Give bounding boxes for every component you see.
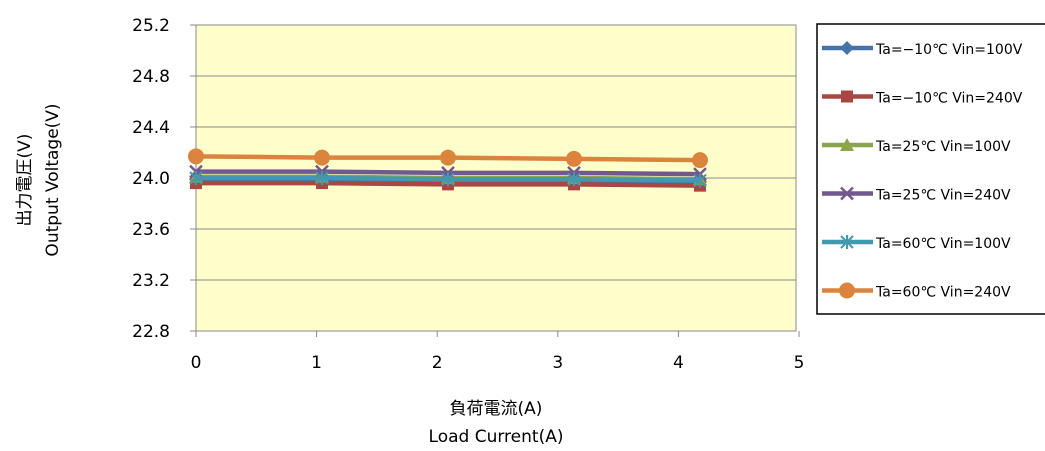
y-tick-label: 23.6 [132, 220, 170, 240]
y-axis-title-jp: 出力電圧(V) [15, 134, 35, 227]
legend-entry-5: Ta=60℃ Vin=100V [822, 235, 1011, 252]
y-tick-label: 24.0 [132, 169, 170, 189]
x-tick-label: 2 [432, 353, 443, 373]
x-tick-label: 5 [794, 353, 805, 373]
y-tick-label: 23.2 [132, 271, 170, 291]
legend-marker [840, 138, 854, 151]
series-5 [189, 171, 707, 188]
legend-entry-1: Ta=−10℃ Vin=100V [822, 41, 1023, 58]
x-tick-label: 0 [191, 353, 202, 373]
data-point [692, 152, 708, 169]
legend-label: Ta=−10℃ Vin=100V [875, 42, 1023, 58]
series-6 [188, 148, 708, 169]
y-axis-ticks: 22.8 23.2 23.6 24.0 24.4 24.8 25.2 [132, 16, 196, 342]
x-axis-title-en: Load Current(A) [429, 427, 564, 447]
y-tick-label: 24.8 [132, 67, 170, 87]
x-tick-label: 3 [552, 353, 563, 373]
y-tick-label: 24.4 [132, 118, 170, 138]
data-point [189, 171, 203, 185]
x-axis-ticks: 0 1 2 3 4 5 [191, 331, 805, 373]
data-point [693, 173, 707, 188]
legend-label: Ta=60℃ Vin=100V [875, 236, 1011, 252]
legend-label: Ta=25℃ Vin=100V [875, 139, 1011, 155]
legend-entry-3: Ta=25℃ Vin=100V [822, 138, 1011, 155]
legend-label: Ta=25℃ Vin=240V [875, 188, 1011, 204]
legend-label: Ta=−10℃ Vin=240V [875, 91, 1023, 107]
data-point [567, 172, 581, 187]
y-tick-label: 22.8 [132, 322, 170, 342]
x-tick-label: 1 [311, 353, 322, 373]
legend-marker [840, 235, 854, 249]
data-point [314, 149, 330, 166]
x-axis-title-jp: 負荷電流(A) [450, 399, 543, 419]
legend-label: Ta=60℃ Vin=240V [875, 285, 1011, 301]
data-point [315, 171, 329, 185]
data-point [188, 148, 204, 165]
data-point [440, 149, 456, 166]
legend-marker [839, 282, 855, 299]
legend-entry-2: Ta=−10℃ Vin=240V [822, 90, 1023, 107]
legend-entry-6: Ta=60℃ Vin=240V [822, 282, 1011, 301]
data-point [566, 150, 582, 167]
x-tick-label: 4 [673, 353, 684, 373]
data-point [441, 172, 455, 187]
legend-marker [840, 41, 854, 55]
y-axis-title-en: Output Voltage(V) [43, 103, 63, 256]
legend-entry-4: Ta=25℃ Vin=240V [822, 186, 1011, 204]
legend: Ta=−10℃ Vin=100V Ta=−10℃ Vin=240V Ta=25℃ V… [822, 41, 1023, 301]
series-group [188, 148, 708, 192]
legend-marker [841, 90, 853, 103]
legend-marker [840, 186, 854, 201]
legend-box [816, 23, 1045, 315]
y-tick-label: 25.2 [132, 16, 170, 36]
